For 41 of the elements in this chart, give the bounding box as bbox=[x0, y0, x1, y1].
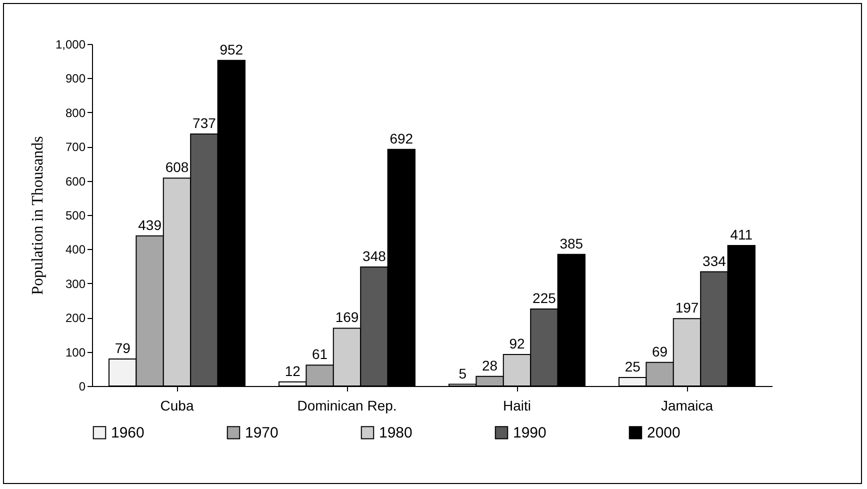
y-tick-label: 600 bbox=[65, 174, 86, 188]
data-label: 169 bbox=[335, 309, 359, 326]
y-tick-label: 800 bbox=[65, 106, 86, 120]
data-label: 952 bbox=[220, 41, 244, 58]
data-label: 28 bbox=[482, 357, 498, 374]
y-tick-label: 500 bbox=[65, 208, 86, 222]
x-tick-label: Haiti bbox=[502, 398, 532, 414]
data-label: 5 bbox=[458, 365, 467, 382]
y-tick-label: 1,000 bbox=[55, 38, 86, 52]
data-label: 79 bbox=[114, 340, 131, 356]
data-label: 25 bbox=[624, 358, 641, 374]
data-label: 225 bbox=[532, 290, 556, 306]
y-tick-label: 700 bbox=[65, 140, 86, 154]
x-tick-label: Jamaica bbox=[660, 398, 714, 414]
y-tick-label: 400 bbox=[65, 242, 86, 257]
data-label: 197 bbox=[675, 300, 699, 316]
data-label: 385 bbox=[560, 235, 584, 252]
y-tick-label: 900 bbox=[65, 72, 86, 86]
y-tick-label: 300 bbox=[65, 276, 86, 291]
x-tick-label: Cuba bbox=[160, 398, 194, 414]
y-tick-label: 0 bbox=[78, 380, 86, 394]
data-label: 608 bbox=[165, 159, 189, 176]
data-label: 334 bbox=[702, 252, 726, 269]
data-label: 692 bbox=[390, 130, 414, 146]
data-label: 92 bbox=[509, 336, 525, 352]
data-label: 737 bbox=[192, 114, 216, 131]
y-tick-label: 200 bbox=[65, 311, 86, 326]
data-label: 69 bbox=[652, 343, 668, 360]
y-axis-title: Population in Thousands bbox=[29, 136, 46, 295]
legend-label: 1970 bbox=[245, 424, 278, 442]
legend-label: 1960 bbox=[111, 424, 144, 442]
data-label: 439 bbox=[138, 216, 162, 233]
data-label: 411 bbox=[730, 226, 753, 242]
legend-label: 1980 bbox=[379, 424, 412, 442]
x-tick-label: Dominican Rep. bbox=[297, 398, 397, 414]
data-label: 348 bbox=[362, 248, 386, 264]
data-label: 61 bbox=[312, 346, 328, 362]
legend-label: 1990 bbox=[513, 424, 546, 442]
y-tick-label: 100 bbox=[65, 345, 86, 360]
data-label: 12 bbox=[284, 362, 301, 379]
legend-label: 2000 bbox=[647, 424, 680, 442]
